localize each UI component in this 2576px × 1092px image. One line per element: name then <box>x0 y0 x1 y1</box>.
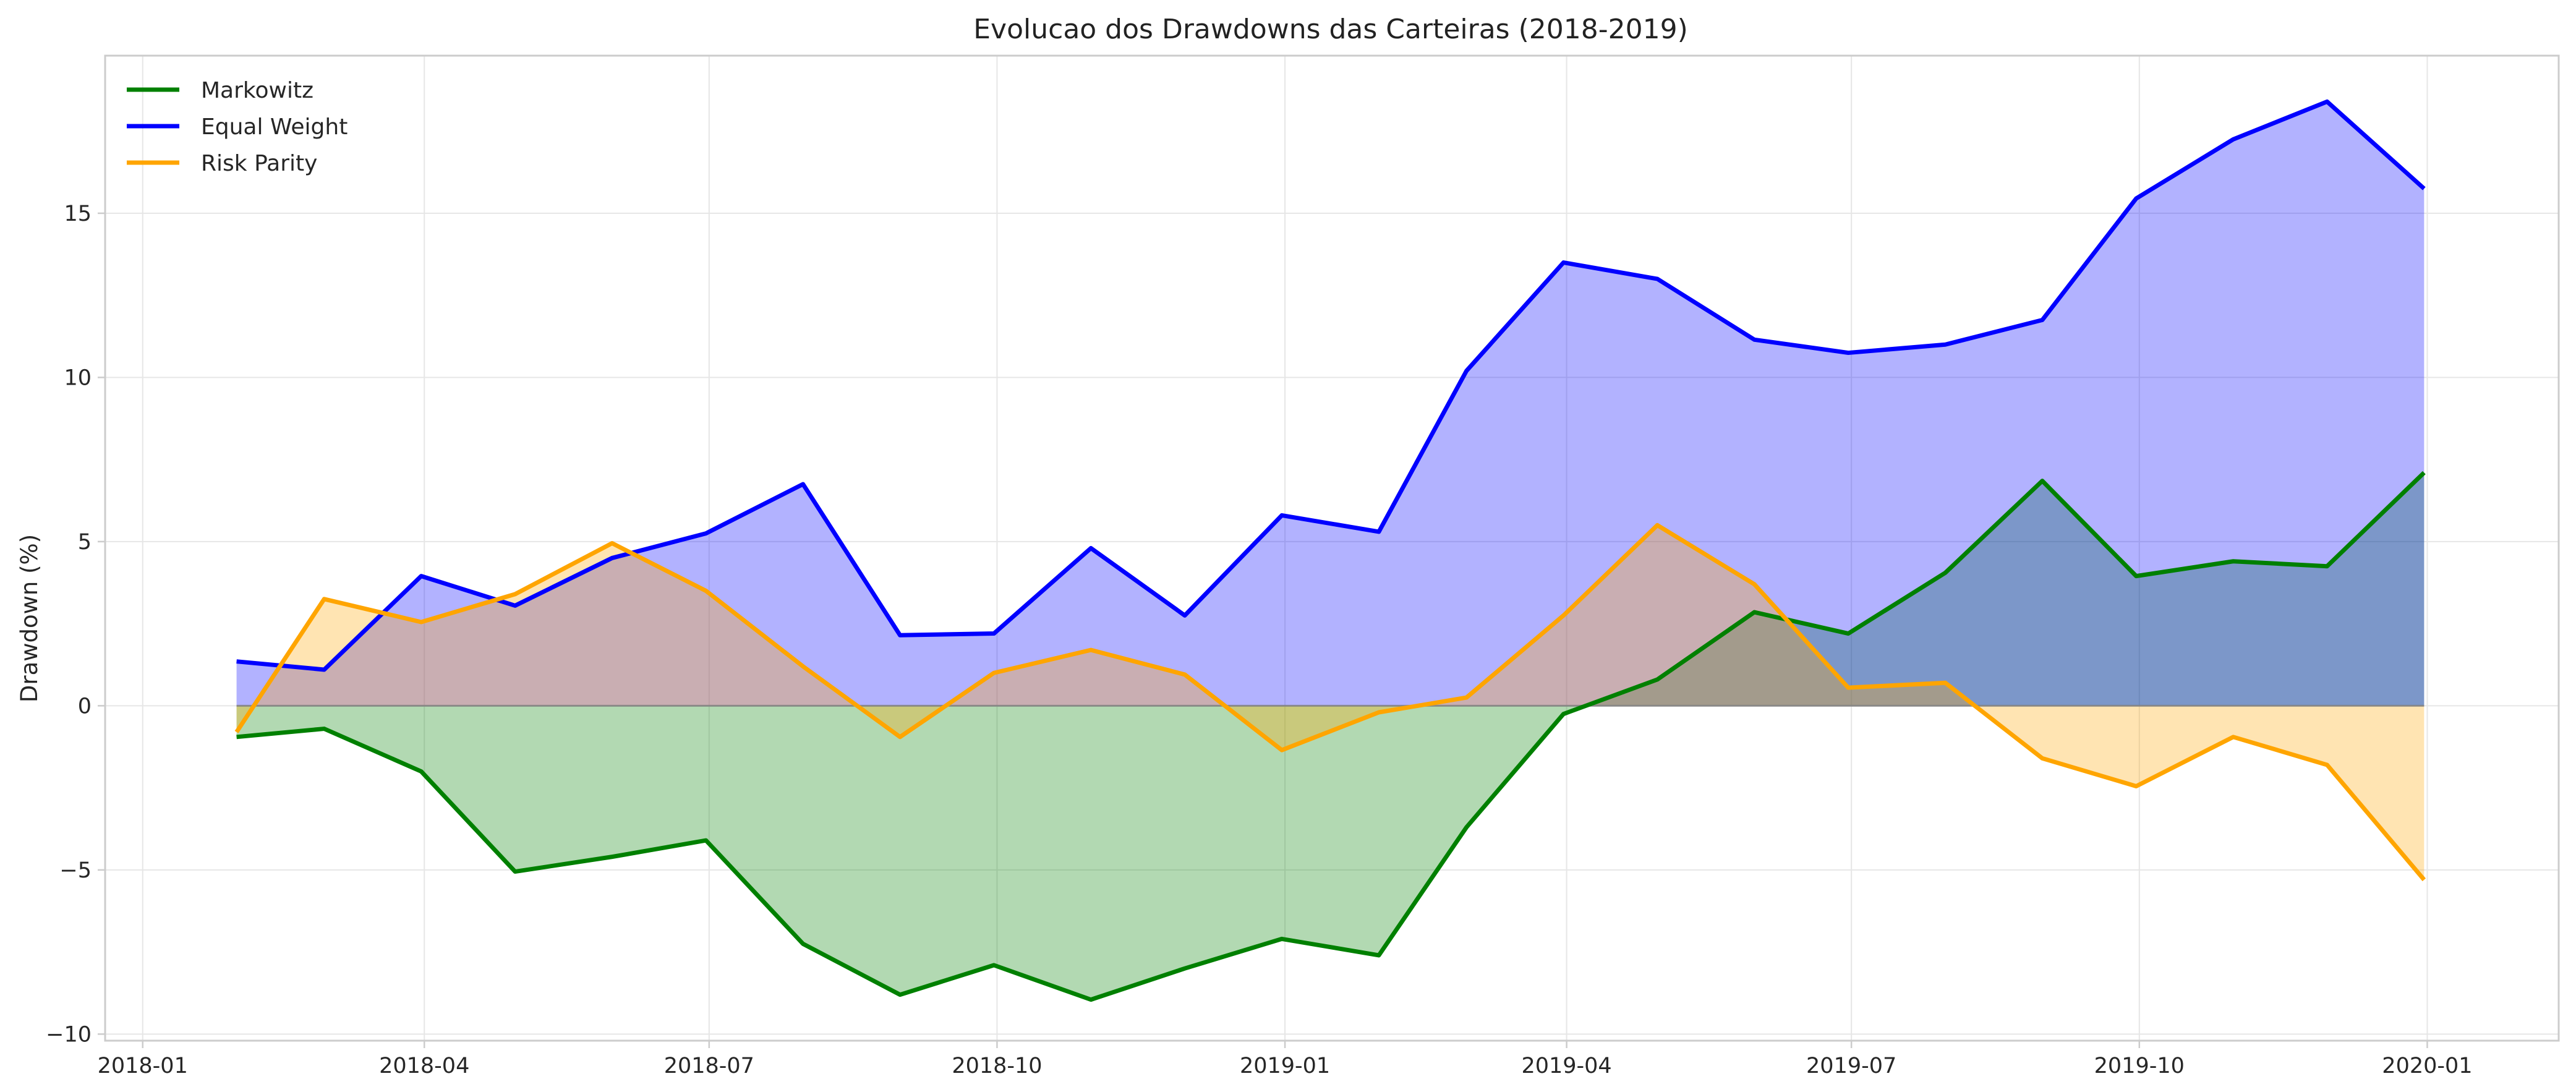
area-fill-2 <box>236 525 2425 880</box>
series-line-0 <box>236 471 2426 1002</box>
series-line-1 <box>236 99 2426 672</box>
area-fill-0 <box>236 472 2425 1000</box>
chart-title: Evolucao dos Drawdowns das Carteiras (20… <box>973 14 1688 45</box>
plot-frame <box>104 54 2560 1042</box>
series-line-2 <box>234 523 2426 882</box>
y-tick-label: 5 <box>78 530 92 555</box>
x-tick-label: 2018-04 <box>379 1054 469 1078</box>
legend-label-0: Markowitz <box>201 78 313 103</box>
y-tick-label: −10 <box>46 1022 92 1047</box>
x-tick-label: 2019-04 <box>1521 1054 1611 1078</box>
x-tick-label: 2020-01 <box>2382 1054 2472 1078</box>
x-tick-label: 2019-07 <box>1806 1054 1896 1078</box>
plot-background <box>105 56 2559 1041</box>
legend-label-2: Risk Parity <box>201 151 317 176</box>
legend-label-1: Equal Weight <box>201 114 348 140</box>
x-tick-label: 2018-01 <box>98 1054 188 1078</box>
y-tick-label: 0 <box>78 694 92 719</box>
x-tick-label: 2018-10 <box>952 1054 1042 1078</box>
y-tick-label: 10 <box>64 365 92 390</box>
x-tick-label: 2019-01 <box>1240 1054 1330 1078</box>
y-tick-label: −5 <box>59 858 92 883</box>
legend: Markowitz Equal Weight Risk Parity <box>127 78 348 176</box>
x-tick-label: 2019-10 <box>2094 1054 2185 1078</box>
y-tick-label: 15 <box>64 202 92 226</box>
area-fill-1 <box>236 101 2425 706</box>
y-axis-label: Drawdown (%) <box>16 534 43 702</box>
x-tick-label: 2018-07 <box>664 1054 754 1078</box>
plot-area: 2018-01 2018-04 2018-07 2018-10 2019-01 2019-… <box>46 54 2560 1078</box>
